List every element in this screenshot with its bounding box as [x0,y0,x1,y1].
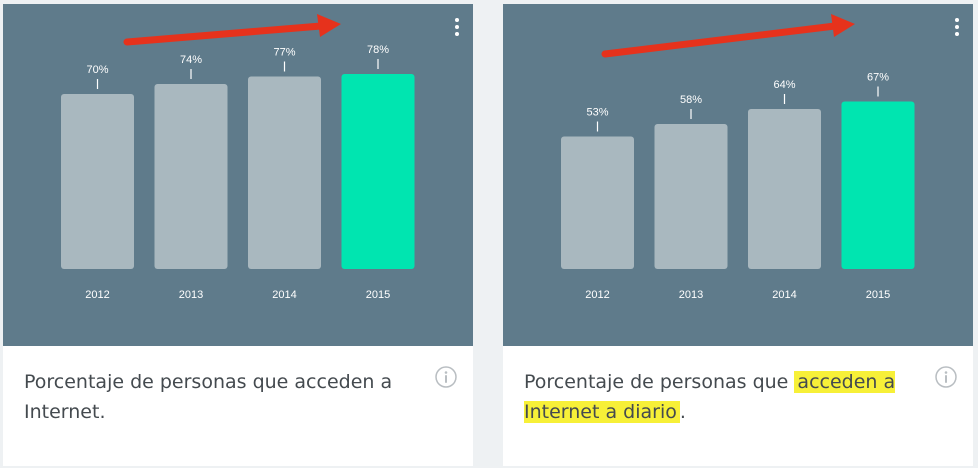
data-label: 58% [680,94,702,106]
chart-bar [61,94,134,269]
chart-bar [154,84,228,269]
x-tick-label: 2014 [772,289,796,301]
chart-bar [248,76,321,269]
chart-bar [561,136,634,269]
chart-caption: Porcentaje de personas que acceden a Int… [524,367,914,427]
bar-chart: 53% 2012 58% 2013 64% 2014 67% 2015 [561,14,915,301]
x-tick-label: 2013 [679,289,703,301]
caption-text-part2: Internet. [24,401,106,423]
x-tick-label: 2014 [272,289,296,301]
trend-arrow-icon [601,14,855,58]
info-circle-icon[interactable] [935,366,957,388]
x-tick-label: 2012 [85,289,109,301]
chart-panel: 70% 2012 74% 2013 77% 2014 78% 2015 [3,4,473,346]
x-tick-label: 2015 [366,289,390,301]
data-label: 70% [86,64,108,76]
data-label: 53% [586,107,608,119]
chart-caption: Porcentaje de personas que acceden a Int… [24,367,414,427]
data-label: 78% [367,44,389,56]
more-vertical-icon[interactable] [953,18,961,38]
x-tick-label: 2013 [179,289,203,301]
caption-text-part1: Porcentaje de personas que [524,371,795,393]
chart-bar [841,101,915,269]
chart-card-daily-internet-access: 53% 2012 58% 2013 64% 2014 67% 2015 Porcentaje … [503,4,973,466]
chart-bar [341,74,415,269]
data-label: 74% [180,54,202,66]
bar-chart: 70% 2012 74% 2013 77% 2014 78% 2015 [61,14,415,301]
chart-bar [654,124,728,269]
x-tick-label: 2015 [866,289,890,301]
x-tick-label: 2012 [585,289,609,301]
data-label: 67% [867,72,889,84]
chart-bar [748,109,821,269]
more-vertical-icon[interactable] [453,18,461,38]
data-label: 77% [273,47,295,59]
data-label: 64% [773,79,795,91]
trend-arrow-icon [123,14,341,46]
caption-text-part1: Porcentaje de personas que acceden a [24,371,393,393]
chart-card-internet-access: 70% 2012 74% 2013 77% 2014 78% 2015 Porcentaje … [3,4,473,466]
info-circle-icon[interactable] [435,366,457,388]
chart-panel: 53% 2012 58% 2013 64% 2014 67% 2015 [503,4,973,346]
caption-text-part3: . [679,401,686,423]
